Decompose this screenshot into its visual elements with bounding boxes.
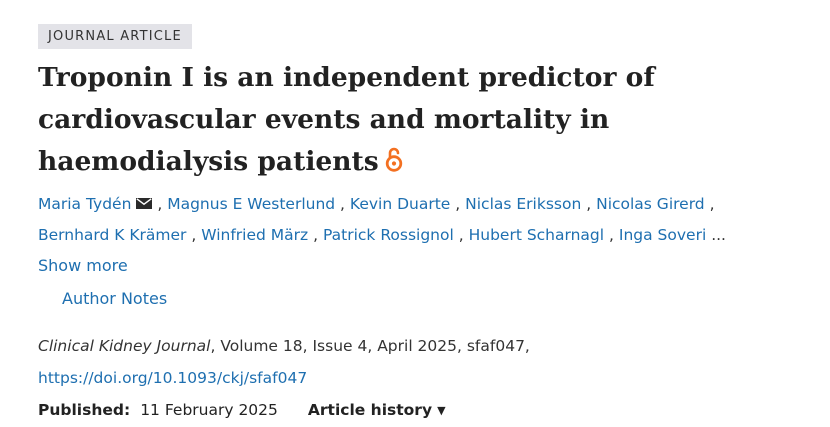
citation: Clinical Kidney Journal, Volume 18, Issu…: [38, 330, 818, 394]
author-ellipsis: ...: [711, 226, 726, 244]
author-notes-link[interactable]: Author Notes: [62, 289, 168, 308]
author-link[interactable]: Niclas Eriksson: [465, 195, 582, 213]
author-separator: ,: [340, 195, 345, 213]
author-line-1: Maria Tydén , Magnus E Westerlund , Kevi…: [38, 189, 818, 220]
article-header: JOURNAL ARTICLE Troponin I is an indepen…: [38, 24, 818, 427]
article-history-label: Article history: [307, 401, 433, 419]
author-link[interactable]: Maria Tydén: [38, 195, 132, 213]
caret-down-icon: ▼: [437, 404, 446, 417]
article-type-badge: JOURNAL ARTICLE: [38, 24, 192, 49]
author-link[interactable]: Bernhard K Krämer: [38, 226, 187, 244]
author-separator: ,: [455, 195, 461, 213]
author-separator: ,: [313, 226, 319, 244]
published-date: 11 February 2025: [140, 401, 278, 419]
author-separator: ,: [609, 226, 614, 244]
show-more-link[interactable]: Show more: [38, 256, 128, 275]
open-access-lock-icon: [385, 147, 402, 172]
author-line-2: Bernhard K Krämer , Winfried März , Patr…: [38, 220, 818, 251]
article-history-button[interactable]: Article history ▼: [308, 401, 446, 419]
author-link[interactable]: Inga Soveri: [618, 226, 707, 244]
envelope-icon[interactable]: [136, 198, 153, 209]
citation-details: , Volume 18, Issue 4, April 2025, sfaf04…: [210, 337, 530, 355]
author-separator: ,: [191, 226, 197, 244]
author-link[interactable]: Patrick Rossignol: [322, 226, 454, 244]
article-title: Troponin I is an independent predictor o…: [38, 57, 698, 183]
doi-link[interactable]: https://doi.org/10.1093/ckj/sfaf047: [38, 369, 308, 387]
publication-info: Published: 11 February 2025 Article histor…: [38, 394, 818, 427]
author-link[interactable]: Nicolas Girerd: [596, 195, 705, 213]
author-separator: ,: [586, 195, 592, 213]
author-link[interactable]: Magnus E Westerlund: [167, 195, 336, 213]
article-title-text: Troponin I is an independent predictor o…: [38, 62, 655, 177]
published-label: Published:: [38, 401, 131, 419]
journal-name: Clinical Kidney Journal: [38, 337, 211, 355]
citation-line: Clinical Kidney Journal, Volume 18, Issu…: [38, 330, 818, 362]
author-link[interactable]: Hubert Scharnagl: [468, 226, 605, 244]
author-link[interactable]: Winfried März: [201, 226, 309, 244]
author-link[interactable]: Kevin Duarte: [349, 195, 451, 213]
author-separator: ,: [709, 195, 715, 213]
author-list: Maria Tydén , Magnus E Westerlund , Kevi…: [38, 189, 818, 251]
author-separator: ,: [458, 226, 464, 244]
author-separator: ,: [157, 195, 163, 213]
